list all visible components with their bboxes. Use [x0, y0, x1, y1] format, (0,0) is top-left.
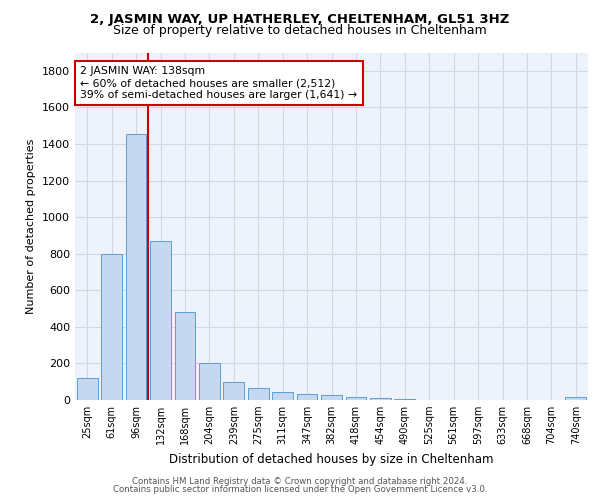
- Bar: [175, 312, 196, 400]
- Y-axis label: Number of detached properties: Number of detached properties: [26, 138, 37, 314]
- Bar: [223, 382, 244, 400]
- Text: Contains public sector information licensed under the Open Government Licence v3: Contains public sector information licen…: [113, 485, 487, 494]
- Bar: [321, 396, 342, 400]
- Bar: [296, 394, 317, 400]
- Text: Contains HM Land Registry data © Crown copyright and database right 2024.: Contains HM Land Registry data © Crown c…: [132, 477, 468, 486]
- Bar: [77, 378, 98, 400]
- Bar: [150, 241, 171, 400]
- Text: Size of property relative to detached houses in Cheltenham: Size of property relative to detached ho…: [113, 24, 487, 37]
- Bar: [272, 392, 293, 400]
- Bar: [394, 399, 415, 400]
- Bar: [565, 398, 586, 400]
- X-axis label: Distribution of detached houses by size in Cheltenham: Distribution of detached houses by size …: [169, 452, 494, 466]
- Bar: [346, 398, 367, 400]
- Bar: [199, 364, 220, 400]
- Bar: [125, 134, 146, 400]
- Bar: [248, 388, 269, 400]
- Text: 2, JASMIN WAY, UP HATHERLEY, CHELTENHAM, GL51 3HZ: 2, JASMIN WAY, UP HATHERLEY, CHELTENHAM,…: [91, 12, 509, 26]
- Text: 2 JASMIN WAY: 138sqm
← 60% of detached houses are smaller (2,512)
39% of semi-de: 2 JASMIN WAY: 138sqm ← 60% of detached h…: [80, 66, 357, 100]
- Bar: [370, 398, 391, 400]
- Bar: [101, 254, 122, 400]
